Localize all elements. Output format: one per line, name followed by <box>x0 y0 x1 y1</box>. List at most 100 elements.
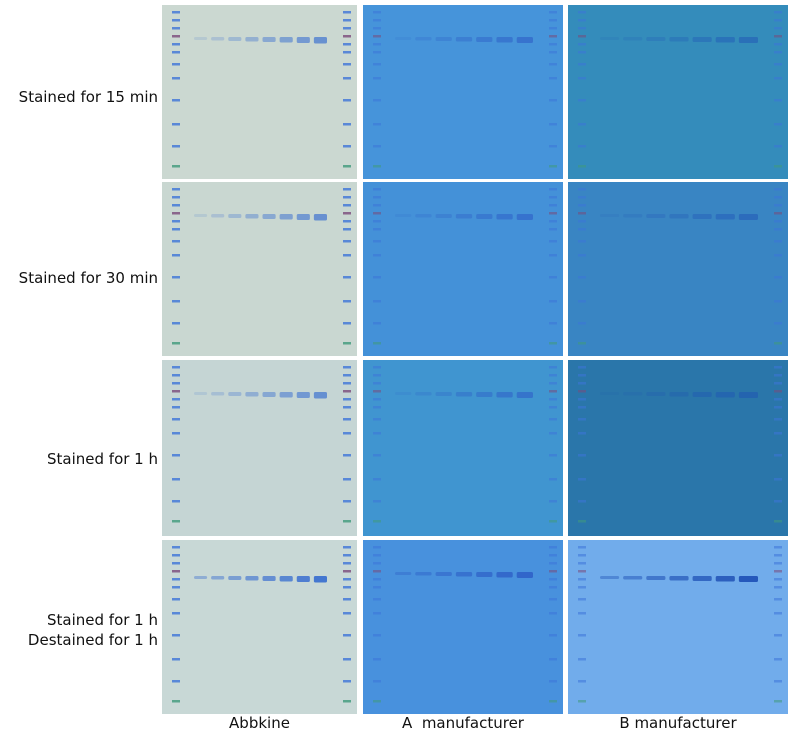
ladder-band <box>373 478 381 481</box>
ladder-band <box>373 520 381 523</box>
protein-band <box>476 214 493 219</box>
ladder-band <box>774 478 782 481</box>
ladder-band <box>172 196 180 199</box>
ladder-band <box>578 554 586 557</box>
ladder-band <box>343 398 351 401</box>
ladder-band <box>373 51 381 54</box>
ladder-band <box>343 240 351 243</box>
ladder-band <box>172 366 180 369</box>
ladder-band <box>172 478 180 481</box>
protein-band <box>313 576 327 583</box>
ladder-band <box>578 658 586 661</box>
ladder-band <box>343 342 351 345</box>
ladder-band <box>774 586 782 589</box>
ladder-band <box>343 680 351 683</box>
ladder-band <box>549 123 557 126</box>
ladder-band <box>774 374 782 377</box>
ladder-band <box>172 27 180 30</box>
ladder-band <box>373 77 381 80</box>
ladder-band <box>343 188 351 191</box>
protein-band <box>600 576 620 579</box>
ladder-band <box>172 418 180 421</box>
ladder-band <box>172 562 180 565</box>
ladder-band <box>373 99 381 102</box>
ladder-band <box>343 63 351 66</box>
ladder-band <box>774 43 782 46</box>
row-label-1h-destained: Stained for 1 h Destained for 1 h <box>0 610 158 650</box>
ladder-band <box>549 570 557 573</box>
ladder-band <box>549 382 557 385</box>
ladder-band <box>373 276 381 279</box>
ladder-band <box>578 228 586 231</box>
ladder-band <box>578 300 586 303</box>
ladder-band <box>549 432 557 435</box>
ladder-band <box>172 19 180 22</box>
ladder-band <box>172 77 180 80</box>
ladder-band <box>578 43 586 46</box>
ladder-band <box>172 570 180 573</box>
ladder-band <box>172 546 180 549</box>
protein-band <box>715 214 735 220</box>
ladder-band <box>549 562 557 565</box>
protein-band <box>415 214 432 218</box>
ladder-band <box>343 562 351 565</box>
protein-band <box>194 37 208 40</box>
ladder-band <box>774 322 782 325</box>
ladder-band <box>549 500 557 503</box>
ladder-band <box>549 700 557 703</box>
protein-band <box>228 576 242 580</box>
ladder-band <box>373 382 381 385</box>
protein-band <box>245 37 259 42</box>
ladder-band <box>774 35 782 38</box>
protein-band <box>245 214 259 219</box>
protein-band <box>476 37 493 42</box>
ladder-band <box>172 554 180 557</box>
ladder-band <box>549 612 557 615</box>
ladder-band <box>373 578 381 581</box>
protein-band <box>600 37 620 40</box>
ladder-band <box>373 500 381 503</box>
protein-band <box>455 392 473 397</box>
ladder-band <box>774 500 782 503</box>
ladder-band <box>343 454 351 457</box>
ladder-band <box>172 212 180 215</box>
ladder-band <box>774 570 782 573</box>
ladder-band <box>172 680 180 683</box>
ladder-band <box>578 99 586 102</box>
protein-band <box>669 37 689 42</box>
ladder-band <box>343 123 351 126</box>
ladder-band <box>549 188 557 191</box>
ladder-band <box>774 382 782 385</box>
ladder-band <box>549 99 557 102</box>
protein-band <box>516 214 533 220</box>
ladder-band <box>774 406 782 409</box>
protein-band <box>715 576 735 582</box>
ladder-band <box>343 196 351 199</box>
ladder-band <box>343 19 351 22</box>
ladder-band <box>578 276 586 279</box>
ladder-band <box>343 204 351 207</box>
ladder-band <box>549 204 557 207</box>
ladder-band <box>578 165 586 168</box>
ladder-band <box>578 145 586 148</box>
ladder-band <box>578 322 586 325</box>
ladder-band <box>343 27 351 30</box>
gel-image <box>568 540 788 714</box>
ladder-band <box>343 165 351 168</box>
ladder-band <box>549 51 557 54</box>
ladder-band <box>774 165 782 168</box>
gel-image <box>363 540 563 714</box>
ladder-band <box>549 680 557 683</box>
gel-image <box>568 182 788 356</box>
protein-band <box>476 392 493 397</box>
protein-band <box>395 37 412 40</box>
ladder-band <box>774 51 782 54</box>
protein-band <box>623 392 643 396</box>
row-label-line: Destained for 1 h <box>27 631 158 649</box>
ladder-band <box>774 145 782 148</box>
ladder-band <box>343 500 351 503</box>
ladder-band <box>172 612 180 615</box>
ladder-band <box>373 228 381 231</box>
ladder-band <box>343 586 351 589</box>
ladder-band <box>549 398 557 401</box>
